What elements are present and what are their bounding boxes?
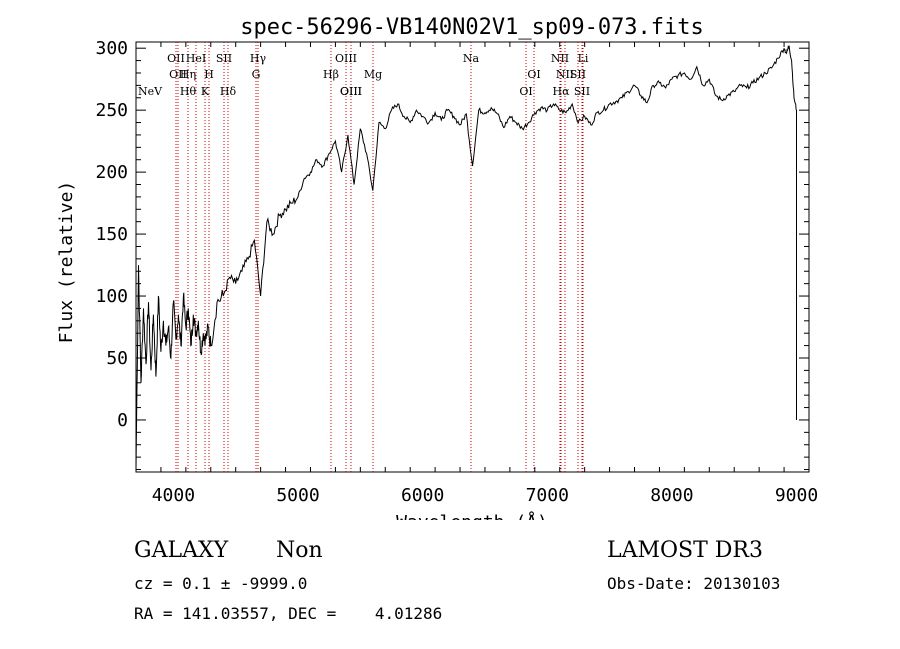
line-labels: NeVOIIOIIHθHηHeIKHSIIHδHγGOIIIOIIIHβOIII… <box>138 52 590 98</box>
line-label: OIII <box>340 85 362 98</box>
spectrum-line <box>135 45 797 470</box>
y-tick-label: 300 <box>95 38 128 59</box>
line-label: Hθ <box>180 85 197 98</box>
y-tick-label: 200 <box>95 162 128 183</box>
chart-title: spec-56296-VB140N02V1_sp09-073.fits <box>240 15 704 40</box>
y-axis: 0 50 100 150 200 250 300 <box>95 38 809 471</box>
line-label: NeV <box>138 85 163 98</box>
line-label: H <box>204 68 214 81</box>
line-label: Mg <box>364 68 382 81</box>
line-markers <box>175 42 584 472</box>
x-tick-label: 8000 <box>650 485 693 506</box>
x-axis-label: Wavelength (Å) <box>396 511 548 520</box>
line-label: SII <box>570 68 586 81</box>
x-tick-label: 6000 <box>401 485 444 506</box>
line-label: NII <box>556 68 574 81</box>
line-label: OI <box>527 68 540 81</box>
x-tick-label: 4000 <box>152 485 195 506</box>
y-tick-label: 100 <box>95 286 128 307</box>
line-label: Li <box>578 52 589 65</box>
line-label: NII <box>551 52 569 65</box>
line-label: K <box>201 85 210 98</box>
x-tick-label: 7000 <box>526 485 569 506</box>
y-tick-label: 50 <box>106 348 128 369</box>
line-label: OII <box>167 52 185 65</box>
line-label: Na <box>463 52 480 65</box>
survey-name: LAMOST DR3 <box>607 538 763 563</box>
coordinates: RA = 141.03557, DEC = 4.01286 <box>134 604 443 623</box>
object-class: GALAXY <box>134 538 229 563</box>
line-label: OII <box>169 68 187 81</box>
spectrum-chart: spec-56296-VB140N02V1_sp09-073.fits NeV O… <box>56 15 818 520</box>
line-label: Hα <box>552 85 570 98</box>
x-axis: 4000 5000 6000 7000 8000 9000 <box>135 42 818 506</box>
object-subclass: Non <box>276 538 323 563</box>
line-label: G <box>252 68 261 81</box>
x-tick-label: 5000 <box>276 485 319 506</box>
x-tick-label: 9000 <box>775 485 818 506</box>
y-tick-label: 150 <box>95 224 128 245</box>
line-label: Hη <box>180 68 196 81</box>
line-label: OI <box>519 85 532 98</box>
line-label: OIII <box>335 52 357 65</box>
redshift-value: cz = 0.1 ± -9999.0 <box>134 574 308 593</box>
y-tick-label: 0 <box>117 410 128 431</box>
line-label: Hγ <box>250 52 267 65</box>
plot-frame <box>135 41 810 473</box>
line-label: SII <box>574 85 590 98</box>
y-tick-label: 250 <box>95 100 128 121</box>
obs-date: Obs-Date: 20130103 <box>607 574 781 593</box>
line-label: SII <box>216 52 232 65</box>
line-label: Hβ <box>323 68 339 81</box>
line-label: OIII <box>340 85 362 98</box>
line-label: Hδ <box>220 85 237 98</box>
line-label: HeI <box>186 52 206 65</box>
y-axis-label: Flux (relative) <box>56 181 77 344</box>
